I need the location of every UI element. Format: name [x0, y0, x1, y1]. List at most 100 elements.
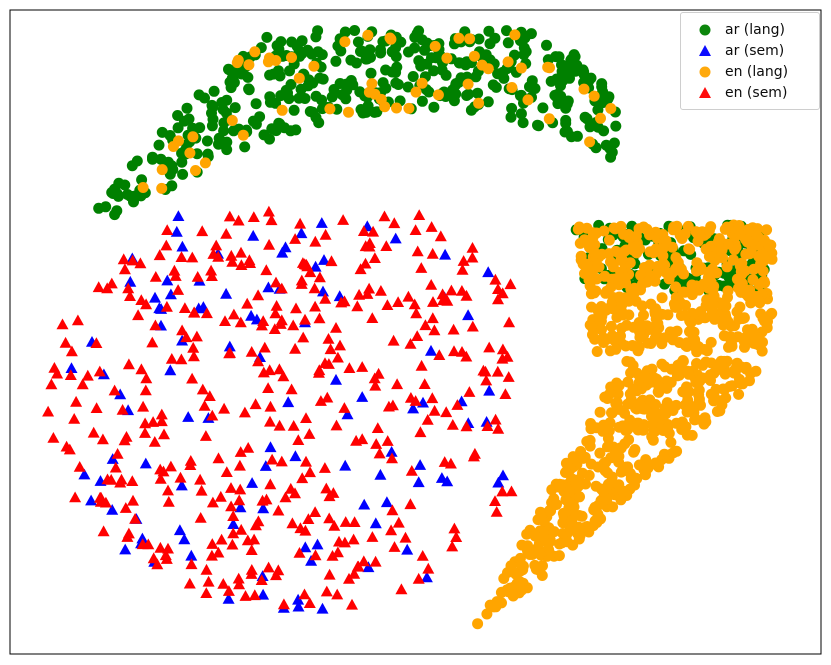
orange-circle-point	[583, 523, 595, 535]
red-triangle-point	[289, 342, 302, 354]
green-circle-point	[363, 52, 374, 64]
red-triangle-point	[491, 365, 504, 377]
red-triangle-point	[70, 395, 83, 407]
orange-circle-point	[623, 434, 635, 446]
orange-circle-point	[199, 157, 211, 169]
red-triangle-point	[205, 264, 218, 276]
green-circle-point	[221, 136, 233, 148]
red-triangle-point	[408, 298, 421, 310]
green-circle-point	[274, 70, 286, 82]
orange-circle-point	[276, 104, 288, 116]
green-circle-point	[349, 25, 361, 36]
orange-circle-point	[749, 330, 761, 342]
red-triangle-point	[504, 278, 517, 290]
red-triangle-point	[115, 473, 128, 485]
red-triangle-point	[262, 561, 275, 573]
green-circle-point	[288, 104, 300, 116]
red-triangle-point	[220, 466, 233, 477]
orange-circle-point	[757, 336, 768, 348]
orange-circle-point	[690, 413, 702, 425]
orange-circle-point	[684, 326, 695, 338]
red-triangle-point	[451, 399, 464, 410]
red-triangle-point	[188, 306, 201, 318]
red-triangle-point	[59, 336, 72, 348]
red-triangle-point	[73, 461, 86, 472]
red-triangle-point	[466, 242, 479, 253]
red-triangle-point	[242, 442, 255, 453]
red-triangle-point	[160, 553, 173, 564]
red-triangle-point	[356, 433, 369, 445]
green-circle-point	[532, 119, 543, 131]
red-triangle-point	[275, 455, 288, 467]
blue-triangle-point	[178, 533, 191, 545]
orange-circle-point	[621, 319, 633, 331]
orange-circle-point	[667, 447, 679, 459]
blue-triangle-point	[247, 229, 260, 241]
orange-circle-point	[190, 165, 201, 176]
orange-circle-point	[583, 469, 595, 481]
orange-circle-point	[625, 283, 637, 295]
orange-circle-point	[593, 261, 605, 273]
red-triangle-point	[422, 562, 435, 574]
orange-circle-point	[717, 383, 729, 395]
green-circle-point	[552, 88, 564, 100]
red-triangle-point	[238, 406, 251, 418]
blue-triangle-point	[435, 472, 448, 483]
red-triangle-point	[357, 225, 370, 236]
red-triangle-point	[96, 433, 109, 445]
blue-triangle-point	[356, 391, 369, 402]
red-triangle-point	[232, 572, 245, 584]
red-triangle-point	[255, 574, 268, 585]
red-triangle-point	[90, 402, 103, 413]
green-circle-point	[545, 75, 557, 87]
red-triangle-point	[304, 466, 316, 478]
red-triangle-point	[147, 416, 160, 427]
green-circle-point	[93, 202, 105, 214]
orange-circle-point	[660, 235, 672, 247]
red-triangle-point	[323, 490, 336, 502]
orange-circle-point	[505, 560, 517, 572]
green-circle-point	[364, 44, 376, 56]
red-triangle-point	[427, 296, 439, 307]
red-triangle-point	[56, 318, 69, 330]
orange-circle-point	[468, 50, 480, 62]
red-triangle-point	[378, 210, 391, 222]
green-circle-point	[213, 138, 224, 150]
red-triangle-point	[455, 285, 468, 296]
red-triangle-point	[483, 341, 496, 353]
green-circle-point	[529, 83, 541, 94]
red-triangle-point	[369, 379, 382, 391]
red-triangle-point	[51, 367, 64, 379]
green-circle-point	[312, 25, 324, 37]
orange-circle-point	[472, 618, 484, 630]
orange-circle-point	[496, 597, 507, 609]
red-triangle-point	[154, 541, 167, 553]
red-triangle-point	[325, 255, 338, 267]
orange-circle-point	[647, 434, 659, 446]
green-circle-point	[153, 139, 165, 151]
green-circle-point	[402, 81, 414, 93]
red-triangle-point	[111, 448, 124, 459]
red-triangle-point	[368, 372, 381, 384]
red-triangle-point	[222, 585, 235, 596]
red-triangle-point	[194, 512, 207, 523]
red-triangle-point	[172, 284, 185, 295]
orange-circle-point	[630, 230, 642, 242]
blue-triangle-point	[185, 549, 198, 561]
orange-circle-point	[226, 115, 238, 126]
orange-circle-point	[698, 278, 709, 290]
red-triangle-point	[180, 331, 193, 343]
blue-triangle-point	[175, 479, 188, 491]
green-circle-point	[254, 111, 266, 123]
orange-circle-point	[611, 396, 623, 408]
orange-circle-point	[730, 362, 742, 374]
red-triangle-point	[348, 567, 361, 579]
red-triangle-point	[415, 262, 428, 273]
red-triangle-point	[318, 462, 331, 473]
orange-circle-point	[613, 421, 625, 433]
red-triangle-point	[139, 417, 152, 429]
green-circle-point	[273, 117, 285, 129]
orange-circle-point	[594, 447, 606, 459]
red-triangle-point	[395, 583, 408, 595]
red-triangle-point	[270, 300, 283, 311]
